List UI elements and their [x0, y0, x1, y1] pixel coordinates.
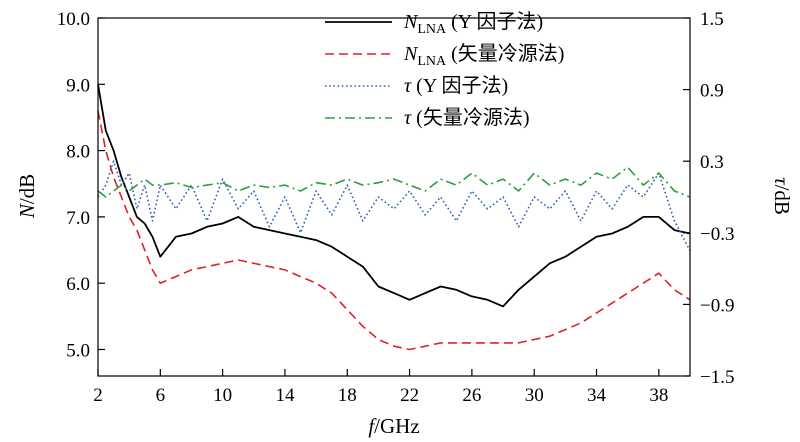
y-right-tick-label: 0.9	[700, 81, 724, 102]
x-tick-label: 14	[275, 385, 295, 406]
series-line-1	[97, 84, 691, 308]
legend-label-3: τ (Y 因子法)	[404, 74, 508, 97]
y-right-axis-label: τ/dB	[770, 177, 794, 215]
y-left-axis-label: N/dB	[15, 174, 39, 219]
series-line-2	[97, 110, 691, 351]
x-tick-label: 34	[587, 385, 607, 406]
y-left-tick-label: 10.0	[57, 9, 90, 30]
legend: NLNA (Y 因子法) NLNA (矢量冷源法) τ (Y 因子法) τ (矢量冷源…	[325, 10, 564, 129]
x-tick-label: 6	[156, 385, 166, 406]
x-tick-label: 38	[649, 385, 668, 406]
y-left-tick-label: 5.0	[66, 340, 90, 361]
x-tick-label: 26	[462, 385, 481, 406]
legend-label-2: NLNA (矢量冷源法)	[403, 42, 564, 69]
y-right-tick-label: 1.5	[700, 9, 724, 30]
x-axis-label: f/GHz	[368, 414, 419, 438]
series-line-3	[97, 160, 691, 252]
y-right-tick-label: 0.3	[700, 152, 724, 173]
y-left-tick-label: 9.0	[66, 75, 90, 96]
y-left-tick-label: 7.0	[66, 208, 90, 229]
plot-series	[97, 84, 691, 351]
x-tick-label: 22	[400, 385, 419, 406]
y-left-tick-label: 6.0	[66, 274, 90, 295]
y-right-tick-label: −1.5	[700, 367, 734, 388]
legend-label-4: τ (矢量冷源法)	[404, 106, 530, 129]
series-line-4	[97, 166, 691, 198]
legend-label-1: NLNA (Y 因子法)	[403, 10, 543, 37]
x-tick-label: 2	[93, 385, 103, 406]
y-left-tick-label: 8.0	[66, 142, 90, 163]
y-right-tick-label: −0.3	[700, 224, 734, 245]
plot-frame	[97, 17, 691, 377]
x-tick-label: 10	[213, 385, 232, 406]
x-tick-label: 18	[338, 385, 357, 406]
y-right-tick-label: −0.9	[700, 295, 734, 316]
x-tick-label: 30	[525, 385, 544, 406]
axes: 2 6 10 14 18 22 26 30 34 385.06.07.08.09.010.0−1.…	[57, 9, 735, 406]
